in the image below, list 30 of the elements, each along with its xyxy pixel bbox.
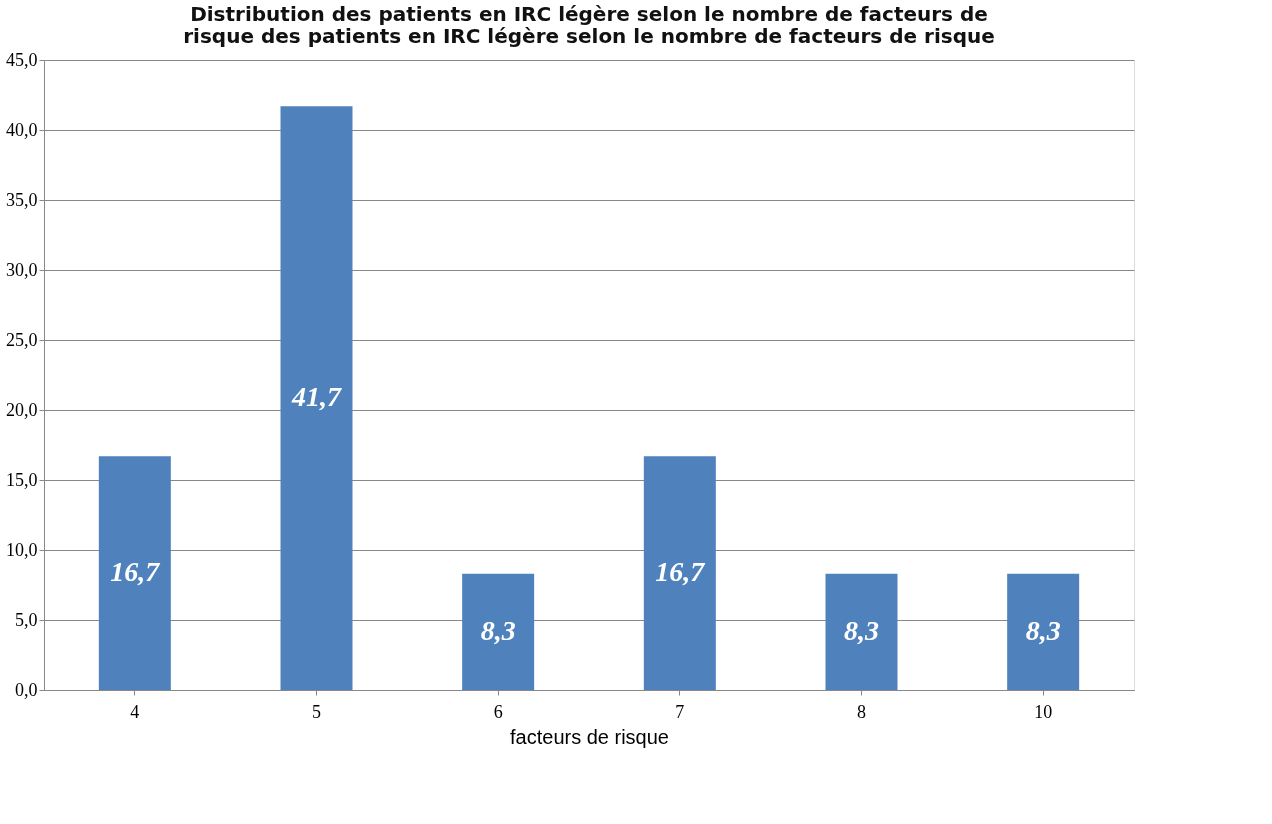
data-label: 8,3 <box>1025 614 1061 646</box>
y-tick-label: 35,0 <box>6 189 38 210</box>
x-tick-label: 4 <box>130 701 140 722</box>
bar <box>825 573 898 690</box>
bar <box>280 106 353 690</box>
bar <box>1007 573 1080 690</box>
data-label: 16,7 <box>110 556 161 588</box>
chart-title: Distribution des patients en IRC légère selon le nombre de facteurs de risque des patients en IRC légère selon le nombre de facteurs de risque <box>183 2 995 48</box>
x-tick-label: 5 <box>312 701 321 722</box>
y-tick-label: 5,0 <box>15 609 38 630</box>
data-label: 16,7 <box>655 556 706 588</box>
x-tick-label: 10 <box>1034 701 1053 722</box>
y-tick-label: 10,0 <box>6 539 38 560</box>
bar <box>98 456 171 690</box>
y-tick-label: 30,0 <box>6 259 38 280</box>
bar <box>643 456 716 690</box>
y-tick-label: 45,0 <box>6 49 38 70</box>
x-tick-label: 8 <box>857 701 866 722</box>
data-label: 8,3 <box>844 614 879 646</box>
y-tick-label: 25,0 <box>6 329 38 350</box>
data-label: 8,3 <box>480 614 516 646</box>
x-tick-label: 7 <box>675 701 685 722</box>
x-axis-title: facteurs de risque <box>510 725 669 748</box>
y-tick-label: 0,0 <box>15 679 38 700</box>
y-tick-label: 20,0 <box>6 399 38 420</box>
data-label: 41,7 <box>291 381 342 413</box>
y-tick-label: 40,0 <box>6 119 38 140</box>
bar <box>462 573 535 690</box>
x-tick-label: 6 <box>493 701 503 722</box>
y-tick-label: 15,0 <box>6 469 38 490</box>
